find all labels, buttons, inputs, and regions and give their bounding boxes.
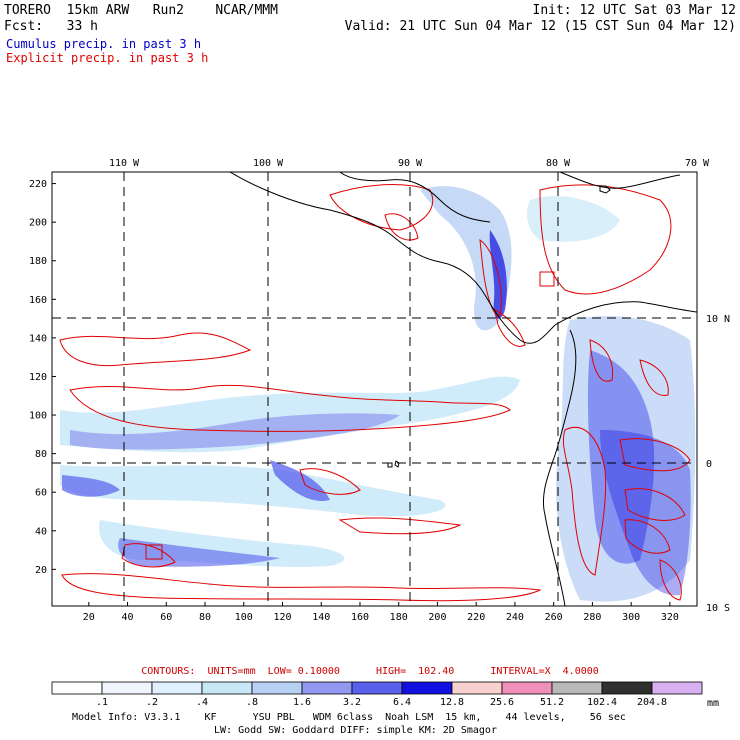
colorbar-label: 1.6 xyxy=(293,697,311,708)
lat-label-0: 0 xyxy=(706,459,712,470)
colorbar-label: .8 xyxy=(246,697,258,708)
x-tick-label: 280 xyxy=(583,612,601,623)
latlon-grid xyxy=(52,172,697,606)
x-tick-label: 140 xyxy=(312,612,330,623)
colorbar-label: 204.8 xyxy=(637,697,667,708)
y-tick-label: 120 xyxy=(29,372,47,383)
map-field xyxy=(59,172,697,606)
colorbar-swatch xyxy=(201,681,253,695)
colorbar-swatch xyxy=(501,681,553,695)
cumulus-legend: Cumulus precip. in past 3 h xyxy=(6,37,202,51)
valid-time: Valid: 21 UTC Sun 04 Mar 12 (15 CST Sun … xyxy=(344,19,736,34)
init-time: Init: 12 UTC Sat 03 Mar 12 xyxy=(532,3,737,18)
colorbar-label: .1 xyxy=(96,697,108,708)
colorbar-swatch xyxy=(351,681,403,695)
y-tick-label: 60 xyxy=(35,488,47,499)
colorbar-swatch xyxy=(651,681,703,695)
colorbar-label: .4 xyxy=(196,697,208,708)
y-tick-label: 220 xyxy=(29,179,47,190)
lon-label-110w: 110 W xyxy=(109,158,140,169)
colorbar-swatch xyxy=(151,681,203,695)
lon-label-90w: 90 W xyxy=(398,158,423,169)
model-info-line2: LW: Godd SW: Goddard DIFF: simple KM: 2D… xyxy=(214,725,497,736)
y-tick-label: 180 xyxy=(29,256,47,267)
y-axis-ticks: 20 40 60 80 100 120 140 160 180 200 220 xyxy=(29,179,56,576)
model-info-line1: Model Info: V3.3.1 KF YSU PBL WDM 6class… xyxy=(72,712,626,723)
lon-label-80w: 80 W xyxy=(546,158,571,169)
colorbar-swatch xyxy=(101,681,153,695)
x-tick-label: 40 xyxy=(122,612,134,623)
colorbar-swatch xyxy=(601,681,653,695)
x-tick-label: 20 xyxy=(83,612,95,623)
x-tick-label: 240 xyxy=(506,612,524,623)
lon-label-70w: 70 W xyxy=(685,158,710,169)
colorbar-label: 12.8 xyxy=(440,697,464,708)
colorbar-label: 102.4 xyxy=(587,697,617,708)
colorbar-label: 3.2 xyxy=(343,697,361,708)
forecast-hour: Fcst: 33 h xyxy=(4,19,98,34)
colorbar-swatch xyxy=(51,681,103,695)
contour-info: CONTOURS: UNITS=mm LOW= 0.10000 HIGH= 10… xyxy=(141,666,599,677)
x-tick-label: 260 xyxy=(545,612,563,623)
y-tick-label: 100 xyxy=(29,411,47,422)
precip-colorbar: .1 .2 .4 .8 1.6 3.2 6.4 12.8 25.6 51.2 102.4 204.8 xyxy=(51,681,703,708)
x-tick-label: 120 xyxy=(273,612,291,623)
lat-label-10s: 10 S xyxy=(706,603,730,614)
x-tick-label: 60 xyxy=(160,612,172,623)
colorbar-swatch xyxy=(401,681,453,695)
lon-label-100w: 100 W xyxy=(253,158,284,169)
x-axis-ticks: 20 40 60 80 100 120 140 160 180 200 220 240 260 280 30… xyxy=(83,602,679,623)
x-tick-label: 160 xyxy=(351,612,369,623)
y-tick-label: 160 xyxy=(29,295,47,306)
explicit-legend: Explicit precip. in past 3 h xyxy=(6,51,209,65)
y-tick-label: 80 xyxy=(35,449,47,460)
colorbar-swatch xyxy=(251,681,303,695)
colorbar-swatch xyxy=(301,681,353,695)
coastlines xyxy=(229,172,697,606)
x-tick-label: 200 xyxy=(428,612,446,623)
colorbar-label: .2 xyxy=(146,697,158,708)
y-tick-label: 40 xyxy=(35,526,47,537)
x-tick-label: 100 xyxy=(235,612,253,623)
explicit-precip-contours xyxy=(59,184,691,602)
colorbar-label: 6.4 xyxy=(393,697,411,708)
y-tick-label: 140 xyxy=(29,333,47,344)
run-title: TORERO 15km ARW Run2 NCAR/MMM xyxy=(4,3,278,18)
y-tick-label: 20 xyxy=(35,565,47,576)
x-tick-label: 320 xyxy=(661,612,679,623)
colorbar-label: 25.6 xyxy=(490,697,514,708)
colorbar-unit: mm xyxy=(707,698,719,709)
lat-label-10n: 10 N xyxy=(706,314,730,325)
x-tick-label: 80 xyxy=(199,612,211,623)
x-tick-label: 220 xyxy=(467,612,485,623)
x-tick-label: 300 xyxy=(622,612,640,623)
colorbar-swatch xyxy=(551,681,603,695)
colorbar-label: 51.2 xyxy=(540,697,564,708)
plot-frame xyxy=(51,171,698,607)
y-tick-label: 200 xyxy=(29,218,47,229)
x-tick-label: 180 xyxy=(390,612,408,623)
colorbar-swatch xyxy=(451,681,503,695)
